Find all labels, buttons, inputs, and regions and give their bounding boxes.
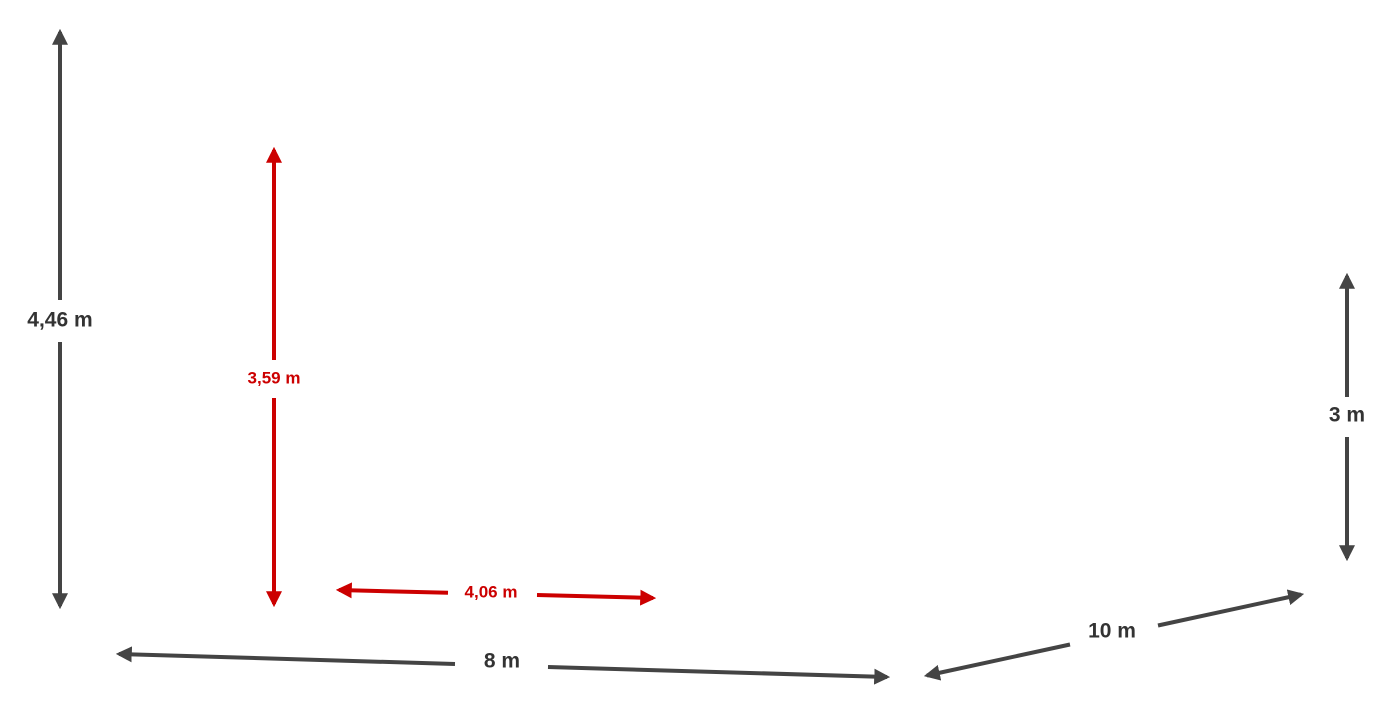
arrow bbox=[923, 642, 1071, 681]
arrow bbox=[335, 582, 449, 599]
arrow bbox=[536, 589, 657, 606]
dimension-label: 8 m bbox=[484, 650, 520, 673]
dimension-height-left: 4,46 m bbox=[27, 28, 93, 610]
dimension-label: 4,46 m bbox=[27, 309, 92, 332]
dimension-red-vertical: 3,59 m bbox=[248, 146, 301, 608]
dimension-label: 3 m bbox=[1329, 404, 1365, 427]
arrow bbox=[547, 665, 891, 685]
dimension-width-front: 8 m bbox=[115, 646, 891, 685]
dimension-red-horizontal: 4,06 m bbox=[335, 582, 657, 606]
dimension-depth-right: 10 m bbox=[923, 589, 1305, 681]
dimension-height-right: 3 m bbox=[1329, 272, 1365, 562]
dimension-label: 4,06 m bbox=[465, 582, 518, 601]
arrow bbox=[115, 646, 456, 666]
arrow bbox=[1157, 589, 1305, 628]
dimension-label: 10 m bbox=[1088, 620, 1136, 643]
dimension-label: 3,59 m bbox=[248, 368, 301, 387]
